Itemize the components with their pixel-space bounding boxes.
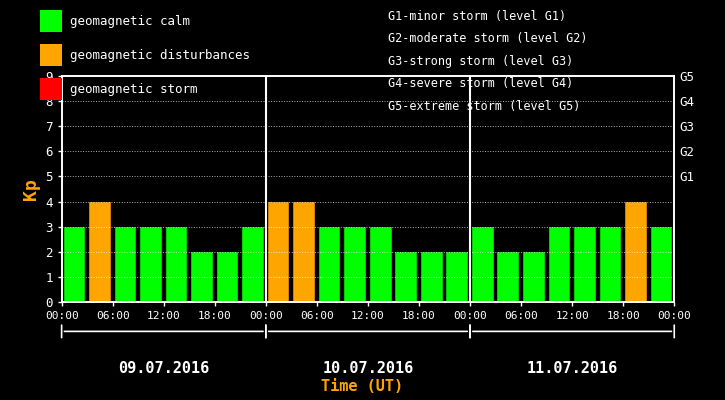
Bar (574, 227, 596, 302)
Text: G2-moderate storm (level G2): G2-moderate storm (level G2) (388, 32, 587, 46)
Text: geomagnetic disturbances: geomagnetic disturbances (70, 48, 250, 62)
Text: 09.07.2016: 09.07.2016 (118, 361, 210, 376)
Bar (600, 227, 621, 302)
Bar (268, 202, 289, 302)
Bar (447, 252, 468, 302)
Bar (344, 227, 366, 302)
Text: G1-minor storm (level G1): G1-minor storm (level G1) (388, 10, 566, 23)
Bar (549, 227, 571, 302)
Bar (523, 252, 544, 302)
Bar (625, 202, 647, 302)
Text: 11.07.2016: 11.07.2016 (526, 361, 618, 376)
Bar (497, 252, 519, 302)
Text: Time (UT): Time (UT) (321, 379, 404, 394)
Bar (89, 202, 111, 302)
Bar (191, 252, 213, 302)
Bar (217, 252, 239, 302)
Bar (395, 252, 417, 302)
Bar (650, 227, 672, 302)
Y-axis label: Kp: Kp (22, 178, 40, 200)
Text: G5-extreme storm (level G5): G5-extreme storm (level G5) (388, 100, 580, 113)
Bar (421, 252, 442, 302)
Bar (140, 227, 162, 302)
Text: G3-strong storm (level G3): G3-strong storm (level G3) (388, 55, 573, 68)
Bar (472, 227, 494, 302)
Text: 10.07.2016: 10.07.2016 (323, 361, 413, 376)
Bar (319, 227, 341, 302)
Text: geomagnetic calm: geomagnetic calm (70, 14, 191, 28)
Bar (242, 227, 264, 302)
Bar (370, 227, 392, 302)
Bar (165, 227, 187, 302)
Bar (294, 202, 315, 302)
Text: geomagnetic storm: geomagnetic storm (70, 82, 198, 96)
Bar (64, 227, 86, 302)
Bar (115, 227, 136, 302)
Text: G4-severe storm (level G4): G4-severe storm (level G4) (388, 77, 573, 90)
